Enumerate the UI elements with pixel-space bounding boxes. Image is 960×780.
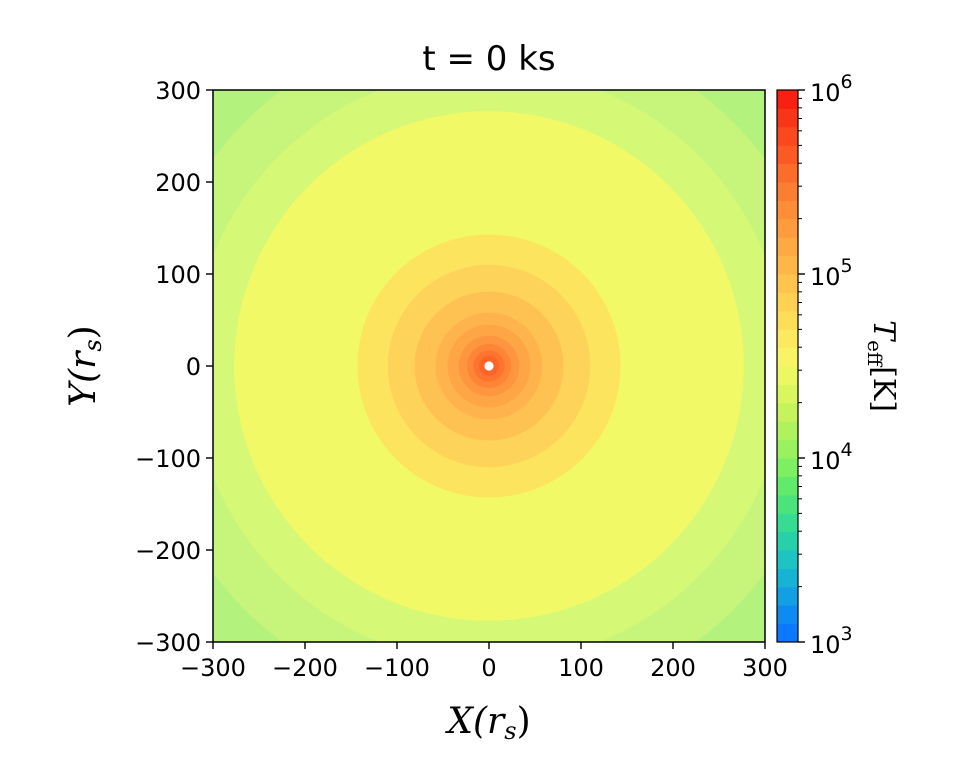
colorbar-segment [777,494,798,514]
colorbar-tick-label: 104 [810,439,853,475]
colorbar-segment [777,108,798,128]
colorbar-segment [777,623,798,643]
colorbar-segment [777,329,798,349]
colorbar-segment [777,586,798,606]
colorbar-segment [777,402,798,422]
contour-level-13 [484,361,494,371]
y-tick-label: 0 [186,353,201,381]
colorbar-segment [777,531,798,551]
colorbar-segment [777,605,798,625]
y-tick-label: 100 [155,261,201,289]
colorbar-segment [777,550,798,569]
colorbar-segment [777,218,798,238]
colorbar-segment [777,458,798,477]
y-tick-label: −300 [135,629,201,657]
x-tick-label: −100 [364,654,430,682]
x-tick-label: 0 [481,654,496,682]
y-tick-label: −200 [135,537,201,565]
y-axis-label: Y(rs) [63,325,107,406]
y-tick-label: 300 [155,77,201,105]
colorbar-segment [777,439,798,459]
colorbar-tick-label: 106 [810,71,853,107]
colorbar-label: Teff[K] [863,320,901,412]
colorbar-segment [777,310,798,330]
x-tick-label: −200 [272,654,338,682]
colorbar-segment [777,476,798,496]
colorbar-segment [777,366,798,385]
colorbar-frame [776,89,799,643]
colorbar-segment [777,237,798,257]
x-tick-label: 100 [558,654,604,682]
contour-plot [213,90,765,642]
colorbar [777,90,798,643]
colorbar-segment [777,292,798,312]
colorbar-segment [777,126,798,146]
x-axis-ticks: −300 −200 −100 0 100 200 300 [180,642,788,682]
colorbar-tick-label: 105 [810,255,853,291]
colorbar-segment [777,513,798,533]
colorbar-segment [777,347,798,367]
colorbar-segment [777,255,798,275]
x-tick-label: 300 [742,654,788,682]
chart-title: t = 0 ks [422,39,555,79]
colorbar-segment [777,90,798,109]
colorbar-ticks: 103 104 105 106 [798,71,853,659]
y-tick-label: −100 [135,445,201,473]
colorbar-segment [777,163,798,183]
colorbar-segment [777,145,798,165]
y-axis-ticks: −300 −200 −100 0 100 200 300 [135,77,213,657]
colorbar-segment [777,421,798,441]
colorbar-segment [777,182,798,201]
colorbar-segment [777,568,798,588]
colorbar-segment [777,384,798,404]
x-tick-label: 200 [650,654,696,682]
x-axis-label: X(rs) [444,701,530,745]
colorbar-segment [777,200,798,220]
x-tick-label: −300 [180,654,246,682]
y-tick-label: 200 [155,169,201,197]
colorbar-tick-label: 103 [810,623,853,659]
colorbar-segment [777,274,798,293]
